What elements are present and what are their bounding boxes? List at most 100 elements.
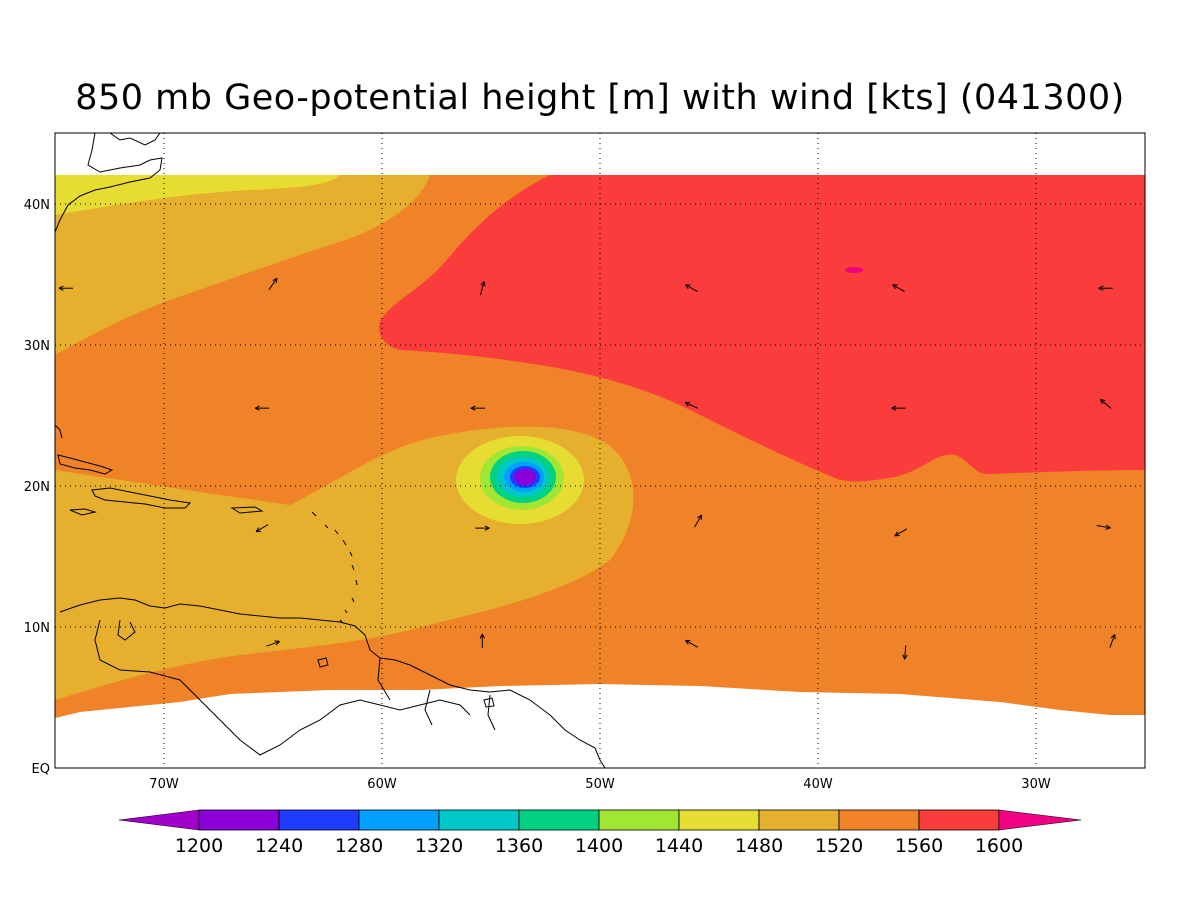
colorbar-swatch-1560 <box>918 809 1000 831</box>
wind-vector-shaft <box>266 640 280 647</box>
coastline-jamaica <box>69 508 97 516</box>
wind-vector-head <box>254 407 260 411</box>
wind-vector-head <box>275 278 278 284</box>
colorbar-label-1560: 1560 <box>895 835 943 857</box>
latitude-labels: 40N 30N 20N 10N EQ <box>24 198 50 777</box>
colorbar-swatch-1280 <box>358 809 440 831</box>
colorbar-swatch-1200 <box>198 809 280 831</box>
wind-vector-head <box>1110 634 1116 639</box>
wind-vector-4 <box>892 284 905 293</box>
border-guyana <box>377 657 496 731</box>
colorbar-swatch-1440 <box>678 809 760 831</box>
wind-vector-shaft <box>479 281 485 296</box>
wind-vector-11 <box>255 524 269 533</box>
colorbar-swatch-1360 <box>518 809 600 831</box>
contour-fill-1480-northwest <box>55 175 340 215</box>
wind-vector-12 <box>475 525 490 531</box>
coastline-cuba <box>57 454 114 475</box>
wind-vector-16 <box>266 640 280 647</box>
wind-vector-head <box>1105 527 1111 530</box>
wind-vector-head <box>481 633 485 639</box>
contour-fill-1600 <box>379 175 1145 482</box>
wind-vector-14 <box>894 528 908 537</box>
lon-label-40w: 40W <box>803 777 833 792</box>
wind-vector-shaft <box>1096 524 1111 529</box>
wind-vector-head <box>1098 287 1104 291</box>
wind-vector-head <box>58 285 64 289</box>
wind-vector-13 <box>694 514 703 528</box>
wind-vector-shaft <box>894 528 908 537</box>
plot-frame <box>54 132 1146 769</box>
contour-fill-1640-patch <box>845 267 863 273</box>
coastline-florida <box>55 424 63 439</box>
wind-vector-head <box>274 640 280 642</box>
colorbar-label-1600: 1600 <box>975 835 1023 857</box>
wind-vector-shaft <box>904 645 907 660</box>
wind-vector-0 <box>58 285 73 291</box>
coastline-south-america <box>59 597 606 768</box>
wind-vector-head <box>1106 524 1111 529</box>
lat-label-10n: 10N <box>24 621 50 636</box>
wind-vector-head <box>484 527 490 531</box>
wind-vector-shaft <box>1109 634 1116 648</box>
colorbar-extend-low <box>118 809 200 831</box>
wind-vector-19 <box>902 645 908 660</box>
coastline-maracaibo <box>117 619 136 641</box>
wind-vector-head <box>470 405 476 409</box>
lon-label-30w: 30W <box>1021 777 1051 792</box>
colorbar-label-1200: 1200 <box>175 835 223 857</box>
coastline-puerto-rico <box>230 506 264 514</box>
wind-vector-head <box>470 407 476 411</box>
lon-label-50w: 50W <box>585 777 615 792</box>
lat-label-eq: EQ <box>32 762 50 777</box>
border-venezuela <box>94 619 471 756</box>
wind-vector-head <box>1114 634 1116 640</box>
colorbar-swatch-1520 <box>838 809 920 831</box>
wind-vector-3 <box>685 284 698 293</box>
wind-vector-6 <box>254 405 270 411</box>
wind-vector-head <box>892 284 896 290</box>
colorbar-label-1440: 1440 <box>655 835 703 857</box>
wind-vector-head <box>904 654 908 660</box>
wind-vector-7 <box>470 405 485 411</box>
wind-vector-head <box>685 640 689 645</box>
wind-vector-head <box>1100 398 1106 402</box>
coastline-trinidad <box>317 657 329 668</box>
wind-vector-head <box>697 514 702 519</box>
wind-vector-head <box>483 281 486 287</box>
wind-vector-1 <box>268 277 278 291</box>
wind-vector-18 <box>685 639 698 648</box>
coastlines <box>55 133 606 768</box>
map-title: 850 mb Geo-potential height [m] with win… <box>75 78 1125 118</box>
wind-vector-shaft <box>685 401 699 409</box>
colorbar: 1200 1240 1280 1320 1360 1400 1440 1480 1520 1560… <box>118 809 1082 857</box>
colorbar-label-1360: 1360 <box>495 835 543 857</box>
wind-vector-head <box>894 531 899 537</box>
wind-vector-20 <box>1109 634 1116 648</box>
contour-fill-1240 <box>514 469 536 485</box>
wind-vector-head <box>685 284 689 290</box>
lon-label-70w: 70W <box>149 777 179 792</box>
wind-vector-head <box>480 281 485 286</box>
wind-vector-head <box>902 654 906 660</box>
graticule <box>55 133 1145 768</box>
wind-vector-17 <box>479 633 485 648</box>
colorbar-label-1320: 1320 <box>415 835 463 857</box>
lat-label-40n: 40N <box>24 198 50 213</box>
lat-label-20n: 20N <box>24 480 50 495</box>
colorbar-label-1480: 1480 <box>735 835 783 857</box>
colorbar-label-1280: 1280 <box>335 835 383 857</box>
wind-vector-shaft <box>268 277 278 291</box>
wind-vector-head <box>1099 399 1103 405</box>
wind-vector-head <box>254 405 260 409</box>
wind-vector-head <box>1098 285 1104 289</box>
colorbar-swatch-1480 <box>758 809 840 831</box>
wind-vector-shaft <box>1100 399 1112 409</box>
colorbar-extend-high <box>998 809 1082 831</box>
wind-vector-shaft <box>694 514 703 528</box>
border-lake <box>483 697 495 708</box>
lat-label-30n: 30N <box>24 339 50 354</box>
coastline-hispaniola <box>91 487 192 509</box>
wind-vector-10 <box>1099 398 1112 409</box>
